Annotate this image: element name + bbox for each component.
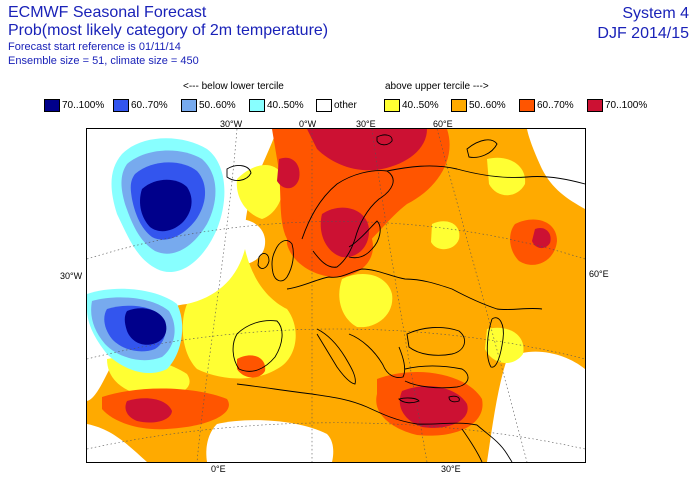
legend-swatch — [181, 99, 197, 112]
system-label: System 4 — [622, 5, 689, 22]
legend-item-below-70-100: 70..100% — [44, 99, 104, 112]
legend-label: 60..70% — [131, 100, 168, 111]
parallel-north — [87, 221, 585, 260]
header-left: ECMWF Seasonal Forecast Prob(most likely… — [8, 4, 328, 68]
coast-cyprus — [448, 395, 460, 403]
legend-label: 40..50% — [267, 100, 304, 111]
coast-arctic-russia — [386, 165, 585, 185]
region-below-70-100-south — [124, 308, 167, 345]
meridian-30e — [371, 129, 428, 462]
coast-iceland — [226, 165, 252, 181]
grid-label-top-30w: 30°W — [220, 119, 243, 129]
region-above-70-100-scandinavia — [320, 207, 370, 258]
region-other-southwest — [87, 424, 147, 462]
coast-balkans — [348, 333, 406, 378]
coast-north-africa — [236, 383, 478, 426]
coast-svalbard — [376, 134, 393, 146]
legend-swatch — [587, 99, 603, 112]
legend-item-other: other — [316, 99, 357, 112]
legend-label: 60..70% — [537, 100, 574, 111]
legend-item-above-40-50: 40..50% — [384, 99, 439, 112]
legend-item-below-60-70: 60..70% — [113, 99, 168, 112]
coast-red-sea — [461, 428, 483, 462]
map-svg — [87, 129, 585, 462]
coast-italy — [316, 328, 356, 385]
coast-ireland — [257, 253, 270, 269]
legend-item-above-70-100: 70..100% — [587, 99, 647, 112]
region-above-40-50-centre — [339, 274, 393, 328]
region-above-70-100-southwest — [125, 398, 172, 423]
region-above-40-50-east — [487, 157, 526, 196]
grid-label-top-30e: 30°E — [356, 119, 376, 129]
grid-label-right-60e: 60°E — [589, 269, 609, 279]
region-above-70-100-north — [307, 129, 427, 171]
forecast-start-reference: Forecast start reference is 01/11/14 — [8, 41, 181, 53]
legend-swatch — [249, 99, 265, 112]
legend-item-above-50-60: 50..60% — [451, 99, 506, 112]
grid-label-bottom-30e: 30°E — [441, 464, 461, 474]
legend: 70..100% 60..70% 50..60% 40..50% other 4… — [0, 99, 697, 115]
region-above-70-100-northwest — [277, 157, 300, 189]
grid-label-bottom-0e: 0°E — [211, 464, 226, 474]
legend-swatch — [44, 99, 60, 112]
region-above-40-50-russia — [431, 221, 460, 250]
legend-swatch — [113, 99, 129, 112]
chart-title: ECMWF Seasonal Forecast — [8, 4, 207, 21]
legend-headings: <--- below lower tercile above upper ter… — [0, 81, 697, 95]
grid-label-top-0w: 0°W — [299, 119, 317, 129]
season-label: DJF 2014/15 — [597, 25, 689, 42]
legend-swatch — [519, 99, 535, 112]
parallel-mid — [87, 328, 585, 360]
legend-swatch — [451, 99, 467, 112]
coast-crete — [398, 397, 420, 404]
legend-above-heading: above upper tercile ---> — [385, 81, 489, 92]
legend-label: 50..60% — [469, 100, 506, 111]
coast-western-europe — [286, 268, 543, 311]
legend-swatch — [316, 99, 332, 112]
region-above-40-50-west — [182, 249, 296, 379]
legend-label: 70..100% — [62, 100, 105, 111]
region-other-southeast — [487, 351, 585, 462]
legend-label: other — [334, 100, 357, 111]
coast-novaya-zemlya — [466, 139, 498, 158]
coast-scandinavia — [301, 170, 394, 268]
legend-label: 50..60% — [199, 100, 236, 111]
forecast-map — [86, 128, 586, 463]
legend-item-below-50-60: 50..60% — [181, 99, 236, 112]
legend-label: 40..50% — [402, 100, 439, 111]
region-above-40-50-northwest — [236, 164, 284, 219]
grid-label-top-60e: 60°E — [433, 119, 453, 129]
region-other-atlantic-mid — [212, 219, 266, 266]
chart-subtitle: Prob(most likely category of 2m temperat… — [8, 22, 329, 39]
region-above-40-50-southeast — [485, 327, 524, 364]
coastlines — [226, 134, 585, 462]
region-above-70-100-east — [532, 227, 551, 249]
coast-black-sea — [406, 327, 466, 356]
legend-label: 70..100% — [605, 100, 648, 111]
meridian-60e — [436, 129, 528, 462]
legend-swatch — [384, 99, 400, 112]
graticule — [87, 129, 585, 462]
ensemble-size: Ensemble size = 51, climate size = 450 — [8, 55, 199, 67]
legend-item-below-40-50: 40..50% — [249, 99, 304, 112]
legend-below-heading: <--- below lower tercile — [183, 81, 284, 92]
region-other-east — [527, 129, 585, 209]
parallel-south — [87, 422, 585, 450]
region-above-60-70-italy — [237, 355, 266, 378]
region-other-northafrica — [206, 420, 334, 462]
coast-baltic — [348, 220, 381, 259]
coast-iberia — [232, 320, 283, 372]
coast-turkey — [404, 365, 469, 389]
header-right: System 4 DJF 2014/15 — [597, 4, 689, 44]
region-below-70-100-north — [139, 179, 192, 232]
legend-item-above-60-70: 60..70% — [519, 99, 574, 112]
grid-label-left-30w: 30°W — [60, 271, 83, 281]
coast-arabia — [476, 424, 513, 462]
coast-caspian — [486, 317, 504, 368]
coast-britain — [271, 240, 294, 282]
